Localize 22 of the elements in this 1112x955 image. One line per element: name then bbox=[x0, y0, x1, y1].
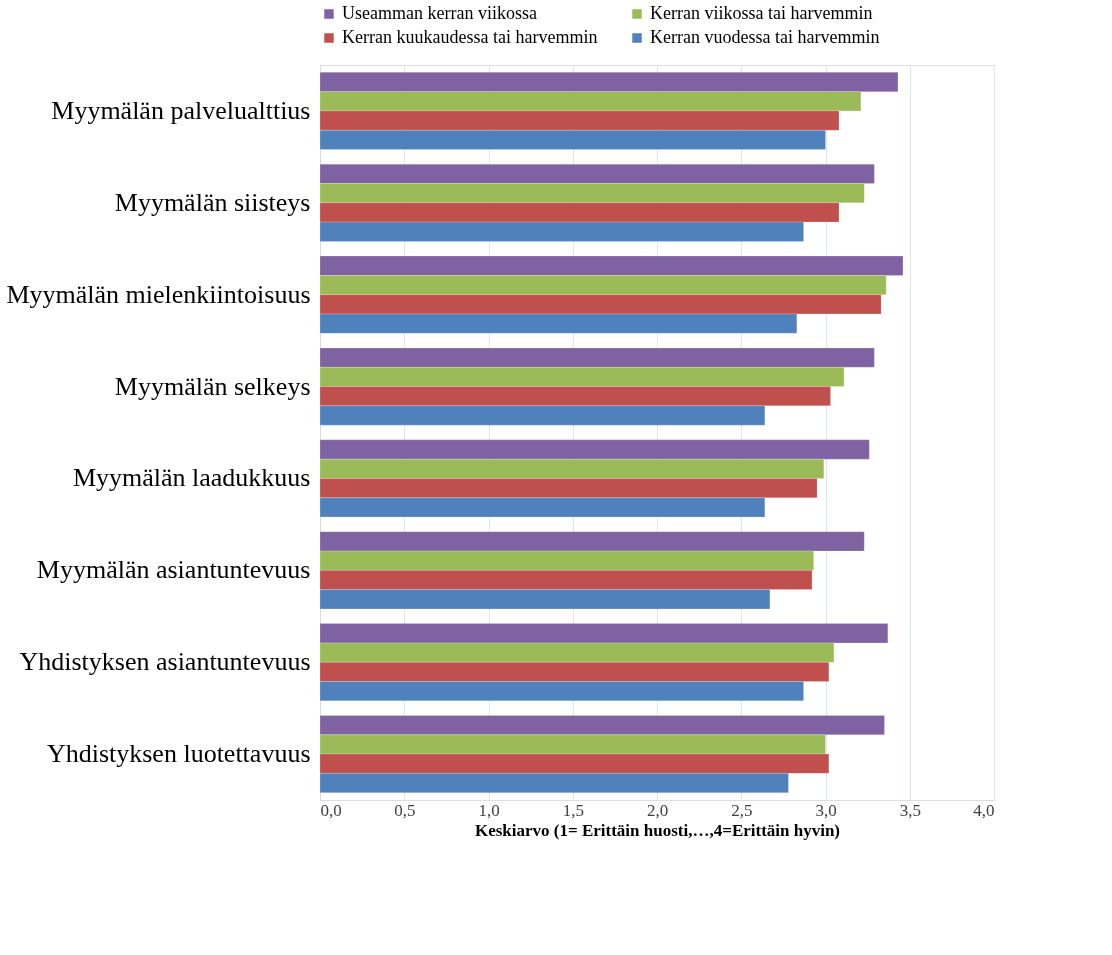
y-tick-label: Myymälän mielenkiintoisuus bbox=[6, 279, 311, 309]
y-tick-label: Myymälän siisteys bbox=[114, 187, 311, 217]
x-tick-label: 0,5 bbox=[394, 800, 416, 820]
legend-label: Kerran kuukaudessa tai harvemmin bbox=[342, 27, 598, 47]
y-tick-label: Myymälän selkeys bbox=[114, 371, 311, 401]
x-tick-label: 2,0 bbox=[646, 800, 669, 820]
y-tick-label: Yhdistyksen asiantuntevuus bbox=[19, 647, 311, 677]
y-tick-label: Myymälän asiantuntevuus bbox=[36, 555, 311, 585]
x-axis-title: Keskiarvo (1= Erittäin huosti,…,4=Erittäin hyvin) bbox=[474, 820, 841, 840]
x-tick-label: 3,5 bbox=[899, 800, 921, 820]
legend-label: Useamman kerran viikossa bbox=[342, 3, 537, 23]
x-tick-label: 1,0 bbox=[478, 800, 500, 820]
x-tick-label: 4,0 bbox=[973, 800, 995, 820]
y-tick-label: Myymälän laadukkuus bbox=[72, 463, 311, 493]
x-tick-label: 1,5 bbox=[562, 800, 584, 820]
legend-label: Kerran viikossa tai harvemmin bbox=[650, 3, 873, 23]
x-tick-label: 2,5 bbox=[731, 800, 753, 820]
x-tick-label: 3,0 bbox=[815, 800, 837, 820]
y-tick-label: Yhdistyksen luotettavuus bbox=[46, 739, 311, 769]
x-tick-label: 0,0 bbox=[320, 800, 342, 820]
legend-label: Kerran vuodessa tai harvemmin bbox=[650, 27, 880, 47]
y-tick-label: Myymälän palvelualttius bbox=[51, 95, 311, 125]
